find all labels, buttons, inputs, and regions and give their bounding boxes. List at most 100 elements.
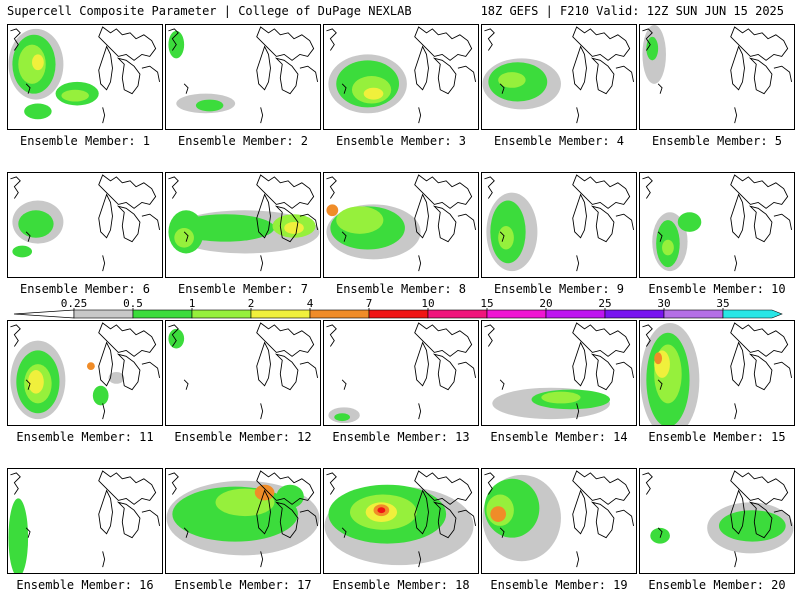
ensemble-member-caption-17: Ensemble Member: 17	[174, 578, 312, 592]
scp-field-19	[482, 474, 561, 562]
ensemble-panel-10: Ensemble Member: 10	[639, 172, 795, 297]
ensemble-member-caption-3: Ensemble Member: 3	[335, 134, 467, 148]
colorbar-tick-label: 35	[716, 297, 729, 310]
map-panel-8	[323, 172, 479, 278]
ensemble-member-caption-16: Ensemble Member: 16	[16, 578, 154, 592]
ensemble-panel-19: Ensemble Member: 19	[481, 468, 637, 593]
colorbar-tick-label: 7	[366, 297, 373, 310]
model-run-info: 18Z GEFS | F210 Valid: 12Z SUN JUN 15 20…	[480, 4, 784, 18]
map-panel-12	[165, 320, 321, 426]
scp-field-11	[10, 340, 125, 420]
ensemble-member-caption-6: Ensemble Member: 6	[19, 282, 151, 296]
ensemble-member-caption-1: Ensemble Member: 1	[19, 134, 151, 148]
ensemble-panel-6: Ensemble Member: 6	[7, 172, 163, 297]
scp-field-15	[640, 322, 700, 425]
scp-field-2	[168, 30, 236, 114]
colorbar-tick-label: 1	[189, 297, 196, 310]
scp-field-12	[168, 328, 185, 349]
ensemble-panel-14: Ensemble Member: 14	[481, 320, 637, 445]
map-panel-19	[481, 468, 637, 574]
ensemble-panel-13: Ensemble Member: 13	[323, 320, 479, 445]
map-panel-14	[481, 320, 637, 426]
scp-field-16	[8, 498, 29, 573]
geography-outline	[10, 322, 160, 420]
geography-outline	[642, 174, 792, 272]
colorbar-swatch-2	[191, 309, 252, 319]
colorbar-swatch-5	[368, 309, 429, 319]
map-panel-4	[481, 24, 637, 130]
geography-outline	[168, 470, 318, 568]
colorbar-swatch-1	[132, 309, 193, 319]
colorbar-tick-label: 4	[307, 297, 314, 310]
scp-field-18	[324, 484, 474, 566]
map-panel-7	[165, 172, 321, 278]
ensemble-panel-2: Ensemble Member: 2	[165, 24, 321, 149]
geography-outline	[10, 174, 160, 272]
map-panel-6	[7, 172, 163, 278]
ensemble-panel-18: Ensemble Member: 18	[323, 468, 479, 593]
geography-outline	[484, 174, 634, 272]
ensemble-panel-11: Ensemble Member: 11	[7, 320, 163, 445]
scp-colorbar: 0.25 0.5 1 2 4 7 10 15 20 25 30 35	[13, 297, 783, 319]
map-panel-2	[165, 24, 321, 130]
geography-outline	[168, 26, 318, 124]
colorbar-tick-label: 20	[539, 297, 552, 310]
scp-field-6	[12, 200, 64, 258]
ensemble-member-caption-9: Ensemble Member: 9	[493, 282, 625, 296]
geography-outline	[326, 322, 476, 420]
colorbar-tick-label: 10	[421, 297, 434, 310]
colorbar-swatch-8	[545, 309, 606, 319]
geography-outline	[168, 322, 318, 420]
colorbar-swatch-0	[73, 309, 134, 319]
colorbar-swatch-9	[604, 309, 665, 319]
ensemble-member-caption-12: Ensemble Member: 12	[174, 430, 312, 444]
ensemble-panel-3: Ensemble Member: 3	[323, 24, 479, 149]
map-panel-11	[7, 320, 163, 426]
colorbar-tick-label: 0.25	[61, 297, 88, 310]
colorbar-swatch-6	[427, 309, 488, 319]
map-panel-18	[323, 468, 479, 574]
geography-outline	[484, 470, 634, 568]
colorbar-swatch-7	[486, 309, 547, 319]
geography-outline	[642, 470, 792, 568]
scp-field-7	[168, 210, 320, 254]
ensemble-member-caption-18: Ensemble Member: 18	[332, 578, 470, 592]
ensemble-panel-9: Ensemble Member: 9	[481, 172, 637, 297]
ensemble-panel-7: Ensemble Member: 7	[165, 172, 321, 297]
scp-field-13	[328, 407, 360, 424]
scp-field-10	[652, 212, 702, 272]
map-panel-5	[639, 24, 795, 130]
ensemble-member-caption-14: Ensemble Member: 14	[490, 430, 628, 444]
ensemble-member-caption-5: Ensemble Member: 5	[651, 134, 783, 148]
colorbar-low-end	[13, 309, 75, 319]
ensemble-panel-4: Ensemble Member: 4	[481, 24, 637, 149]
ensemble-panel-5: Ensemble Member: 5	[639, 24, 795, 149]
map-panel-20	[639, 468, 795, 574]
ensemble-member-caption-4: Ensemble Member: 4	[493, 134, 625, 148]
map-panel-10	[639, 172, 795, 278]
ensemble-member-caption-7: Ensemble Member: 7	[177, 282, 309, 296]
geography-outline	[642, 26, 792, 124]
ensemble-panel-16: Ensemble Member: 16	[7, 468, 163, 593]
geography-outline	[326, 174, 476, 272]
ensemble-member-caption-13: Ensemble Member: 13	[332, 430, 470, 444]
scp-field-20	[650, 502, 794, 554]
colorbar-swatch-3	[250, 309, 311, 319]
colorbar-tick-label: 25	[598, 297, 611, 310]
geography-outline	[168, 174, 318, 272]
ensemble-member-caption-20: Ensemble Member: 20	[648, 578, 786, 592]
scp-field-5	[642, 25, 666, 84]
scp-field-4	[482, 58, 561, 110]
map-panel-1	[7, 24, 163, 130]
map-panel-16	[7, 468, 163, 574]
geography-outline	[484, 26, 634, 124]
map-panel-13	[323, 320, 479, 426]
colorbar-tick-label: 0.5	[123, 297, 143, 310]
map-panel-17	[165, 468, 321, 574]
page-title: Supercell Composite Parameter | College …	[7, 4, 412, 18]
ensemble-panel-20: Ensemble Member: 20	[639, 468, 795, 593]
scp-field-1	[8, 28, 99, 120]
scp-field-8	[326, 204, 421, 260]
colorbar-swatch-4	[309, 309, 370, 319]
map-panel-15	[639, 320, 795, 426]
